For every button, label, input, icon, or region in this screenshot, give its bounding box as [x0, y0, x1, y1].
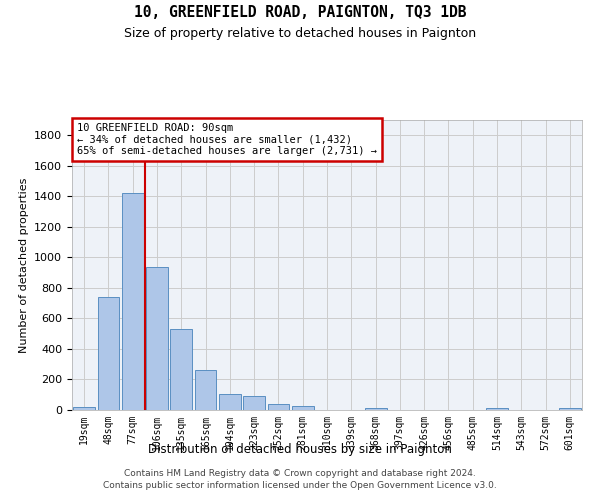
Bar	[365, 408, 386, 410]
Bar	[268, 404, 289, 410]
Y-axis label: Number of detached properties: Number of detached properties	[19, 178, 29, 352]
Bar	[559, 408, 581, 410]
Bar	[170, 329, 192, 410]
Bar	[146, 268, 168, 410]
Text: 10, GREENFIELD ROAD, PAIGNTON, TQ3 1DB: 10, GREENFIELD ROAD, PAIGNTON, TQ3 1DB	[134, 5, 466, 20]
Text: 10 GREENFIELD ROAD: 90sqm
← 34% of detached houses are smaller (1,432)
65% of se: 10 GREENFIELD ROAD: 90sqm ← 34% of detac…	[77, 123, 377, 156]
Bar	[243, 396, 265, 410]
Bar	[486, 408, 508, 410]
Bar	[219, 394, 241, 410]
Bar	[292, 406, 314, 410]
Text: Size of property relative to detached houses in Paignton: Size of property relative to detached ho…	[124, 28, 476, 40]
Text: Distribution of detached houses by size in Paignton: Distribution of detached houses by size …	[148, 442, 452, 456]
Bar	[194, 370, 217, 410]
Text: Contains HM Land Registry data © Crown copyright and database right 2024.
Contai: Contains HM Land Registry data © Crown c…	[103, 468, 497, 490]
Bar	[73, 406, 95, 410]
Bar	[122, 193, 143, 410]
Bar	[97, 297, 119, 410]
